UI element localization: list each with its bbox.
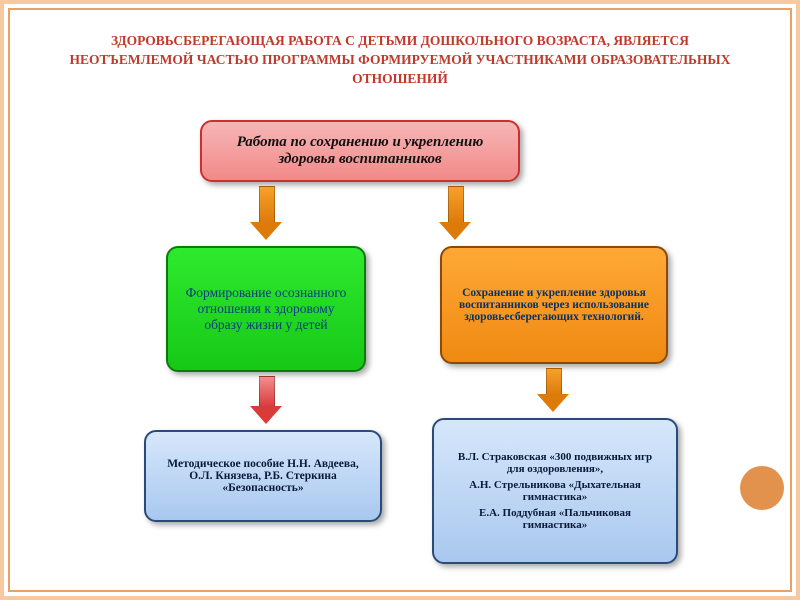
arrow-head-icon <box>537 394 569 412</box>
arrow-head-icon <box>439 222 471 240</box>
arrow-stem <box>448 186 464 224</box>
arrow-stem <box>546 368 562 396</box>
box-left-mid: Формирование осознанного отношения к здо… <box>166 246 366 372</box>
arrow-to-left-mid <box>253 186 279 240</box>
arrow-to-right-bot <box>540 368 566 412</box>
box-root-text: Работа по сохранению и укреплению здоров… <box>202 122 518 180</box>
box-right-bottom: В.Л. Страковская «300 подвижных игр для … <box>432 418 678 564</box>
arrow-head-icon <box>250 406 282 424</box>
page-title: ЗДОРОВЬСБЕРЕГАЮЩАЯ РАБОТА С ДЕТЬМИ ДОШКО… <box>60 28 740 93</box>
arrow-stem <box>259 376 275 408</box>
box-left-bottom-text: Методическое пособие Н.Н. Авдеева, О.Л. … <box>146 446 380 506</box>
slide: ЗДОРОВЬСБЕРЕГАЮЩАЯ РАБОТА С ДЕТЬМИ ДОШКО… <box>0 0 800 600</box>
box-root: Работа по сохранению и укреплению здоров… <box>200 120 520 182</box>
arrow-head-icon <box>250 222 282 240</box>
box-left-mid-text: Формирование осознанного отношения к здо… <box>168 273 364 345</box>
box-right-mid: Сохранение и укрепление здоровья воспита… <box>440 246 668 364</box>
corner-circle <box>740 466 784 510</box>
arrow-stem <box>259 186 275 224</box>
arrow-to-left-bot <box>253 376 279 424</box>
box-left-bottom: Методическое пособие Н.Н. Авдеева, О.Л. … <box>144 430 382 522</box>
arrow-to-right-mid <box>442 186 468 240</box>
box-right-bottom-text: В.Л. Страковская «300 подвижных игр для … <box>434 439 676 543</box>
box-right-mid-text: Сохранение и укрепление здоровья воспита… <box>442 275 666 335</box>
